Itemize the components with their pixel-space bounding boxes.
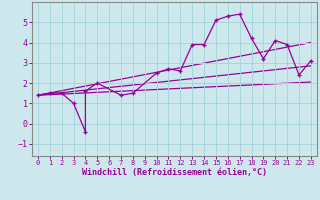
X-axis label: Windchill (Refroidissement éolien,°C): Windchill (Refroidissement éolien,°C) bbox=[82, 168, 267, 177]
